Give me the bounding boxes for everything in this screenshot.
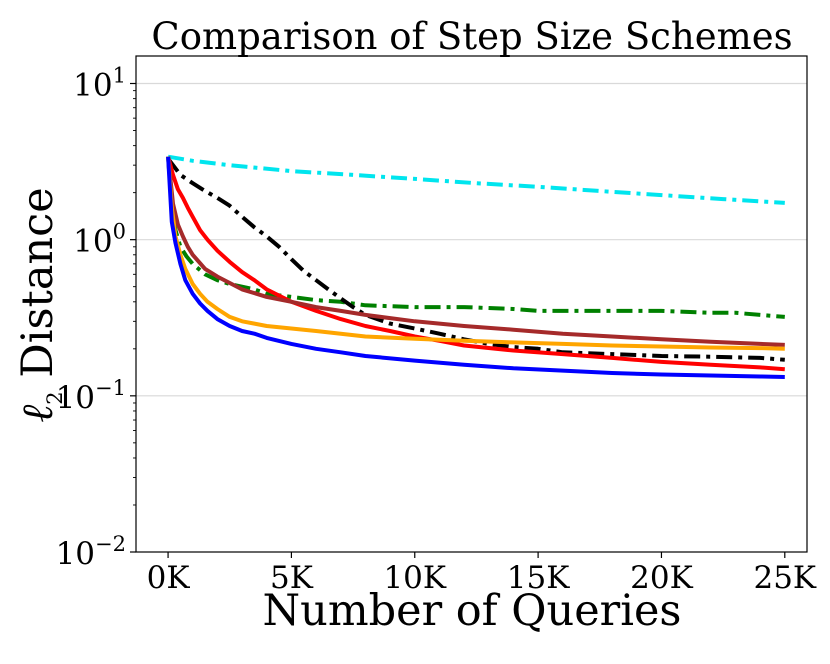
series-lines bbox=[166, 154, 785, 379]
series-line-blue bbox=[166, 156, 785, 379]
y-tick-exponent: −1 bbox=[95, 376, 126, 400]
series-line-brown bbox=[166, 156, 785, 347]
x-tick-label: 20K bbox=[630, 560, 693, 596]
x-tick-label: 10K bbox=[383, 560, 446, 596]
y-tick-base: 10 bbox=[56, 380, 95, 416]
grid-lines bbox=[136, 82, 807, 397]
x-tick-label: 15K bbox=[507, 560, 570, 596]
plot-frame bbox=[135, 55, 808, 553]
x-tick-label: 5K bbox=[270, 560, 314, 596]
y-axis-label-symbol: ℓ bbox=[13, 405, 63, 423]
y-tick-exponent: 1 bbox=[113, 63, 126, 87]
y-tick-base: 10 bbox=[73, 224, 112, 260]
y-tick-base: 10 bbox=[56, 536, 95, 572]
series-line-cyan bbox=[167, 154, 785, 205]
y-tick-label: 10−1 bbox=[56, 376, 126, 416]
y-tick-label: 100 bbox=[73, 220, 126, 260]
y-axis-label-text: Distance bbox=[13, 187, 63, 391]
y-tick-exponent: 0 bbox=[113, 220, 126, 244]
chart-title: Comparison of Step Size Schemes bbox=[151, 15, 792, 58]
y-axis-label-subscript: 2 bbox=[43, 391, 67, 404]
svg-text:ℓ2 Distance: ℓ2 Distance bbox=[13, 187, 67, 422]
y-tick-label: 10−2 bbox=[56, 532, 126, 572]
series-line-black bbox=[166, 157, 785, 362]
y-tick-base: 10 bbox=[73, 67, 112, 103]
y-tick-exponent: −2 bbox=[95, 532, 126, 556]
x-axis-label: Number of Queries bbox=[263, 586, 682, 636]
x-tick-label: 25K bbox=[753, 560, 816, 596]
series-line-orange bbox=[166, 156, 785, 351]
x-tick-label: 0K bbox=[147, 560, 191, 596]
y-tick-label: 101 bbox=[73, 63, 126, 103]
y-axis-label: ℓ2 Distance bbox=[13, 187, 67, 422]
series-line-green bbox=[166, 156, 785, 319]
